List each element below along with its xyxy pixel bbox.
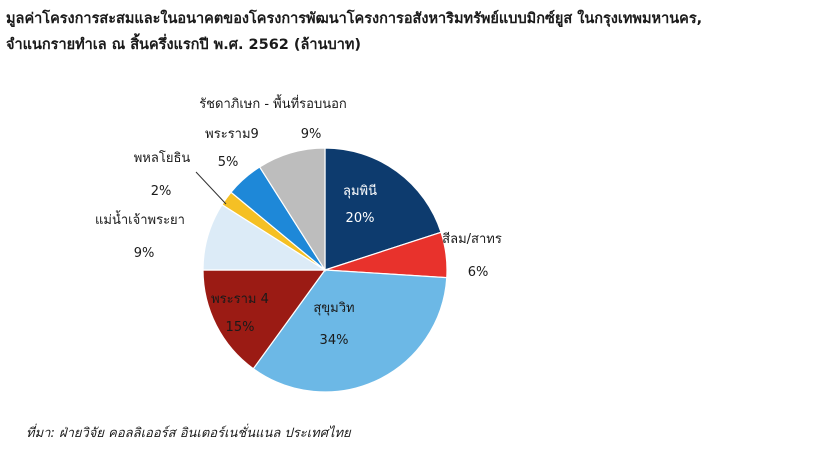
slice-value-label-6: 5% [218,155,239,170]
slice-value-label-3: 15% [226,320,255,335]
slice-name-label-2: สุขุมวิท [313,301,354,316]
slice-name-label-6: พระราม9 [205,127,259,142]
slice-name-label-0: ลุมพินี [343,183,377,199]
pie-slice-3 [202,269,327,370]
slice-value-label-5: 2% [151,184,172,199]
leader-line-5 [195,171,227,205]
slice-value-label-1: 6% [468,265,489,280]
slice-value-label-7: 9% [301,127,322,142]
slice-name-label-1: สีลม/สาทร [442,231,502,247]
slice-name-label-7: รัชดาภิเษก - พื้นที่รอบนอก [199,94,347,112]
source-note: ที่มา: ฝ่ายวิจัย คอลลิเออร์ส อินเตอร์เนช… [26,426,351,441]
pie-slice-2 [252,269,448,393]
slice-name-label-5: พหลโยธิน [134,150,191,166]
title-line-2: จำแนกรายทำเล ณ สิ้นครึ่งแรกปี พ.ศ. 2562 … [6,37,362,53]
pie-slice-7 [258,147,326,273]
slice-name-label-3: พระราม 4 [211,292,269,307]
slice-name-label-4: แม่น้ำเจ้าพระยา [95,210,185,228]
slice-value-label-0: 20% [346,211,375,226]
title-line-1: มูลค่าโครงการสะสมและในอนาคตของโครงการพัฒ… [6,11,703,27]
slice-value-label-4: 9% [134,246,155,261]
slice-value-label-2: 34% [320,333,349,348]
pie-slice-0 [324,147,442,271]
chart-title: มูลค่าโครงการสะสมและในอนาคตของโครงการพัฒ… [6,6,818,58]
